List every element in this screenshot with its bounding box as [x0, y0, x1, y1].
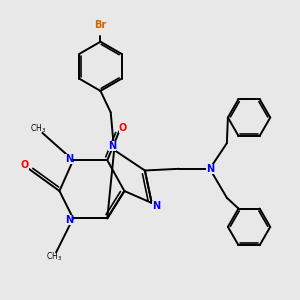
Text: Br: Br [94, 20, 106, 30]
Text: O: O [118, 123, 127, 133]
Text: N: N [152, 201, 160, 211]
Text: N: N [65, 154, 73, 164]
Text: O: O [20, 160, 29, 170]
Text: N: N [65, 215, 73, 225]
Text: CH$_3$: CH$_3$ [46, 250, 62, 263]
Text: CH$_3$: CH$_3$ [30, 123, 46, 135]
Text: N: N [206, 164, 214, 174]
Text: N: N [108, 141, 116, 151]
